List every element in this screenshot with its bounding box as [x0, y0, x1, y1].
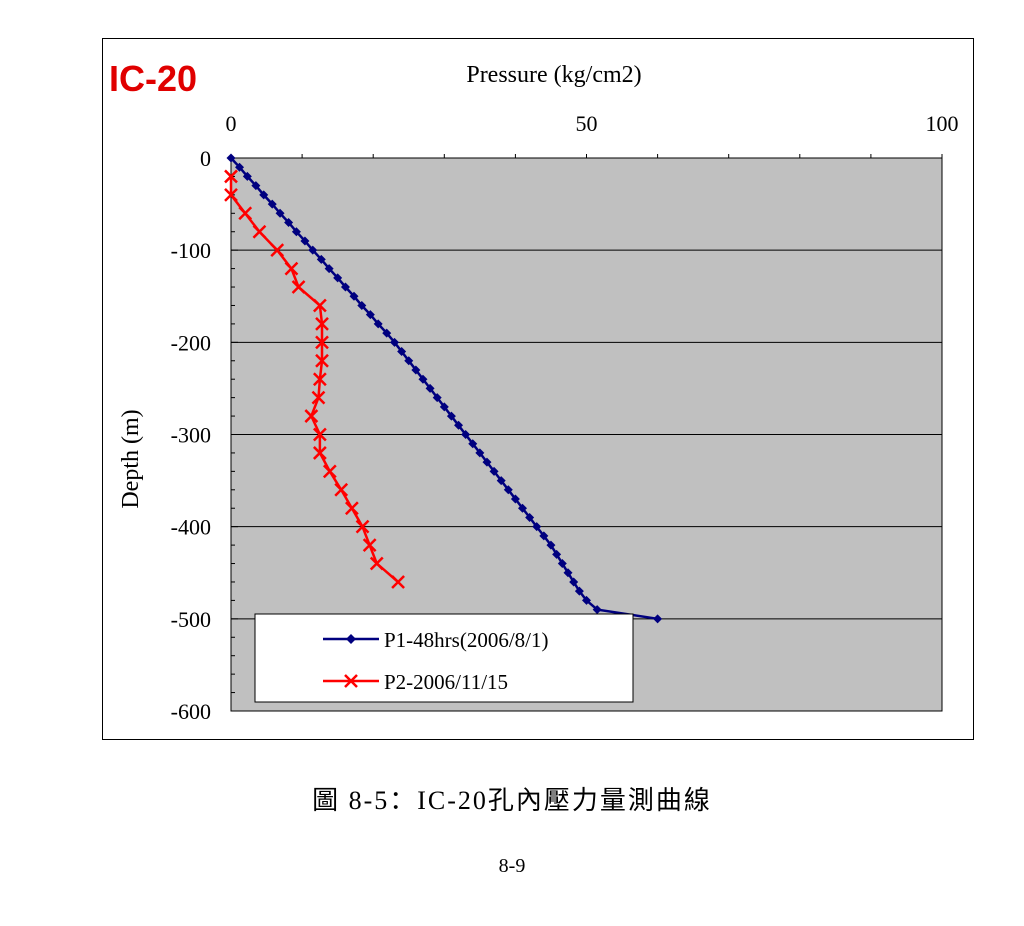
- series-1-point: [482, 457, 492, 467]
- y-tick-label: -400: [171, 515, 211, 540]
- x-tick-label: 0: [226, 111, 237, 136]
- series-1-point: [510, 494, 520, 504]
- series-2-point: [362, 538, 377, 552]
- series-1-point: [475, 448, 485, 458]
- series-1-point: [439, 402, 449, 412]
- series-1-point: [404, 356, 414, 366]
- series-2-point: [369, 556, 384, 571]
- series-1-point: [432, 393, 442, 403]
- series-1-point: [454, 420, 464, 430]
- series-1-point: [532, 522, 542, 532]
- series-2-point: [270, 243, 285, 258]
- legend: P1-48hrs(2006/8/1) P2-2006/11/15: [254, 613, 634, 703]
- series-2-point: [391, 575, 405, 589]
- series-2-point: [291, 280, 306, 294]
- series-1-point: [316, 254, 326, 264]
- series-1-point: [382, 328, 392, 338]
- series-1-point: [300, 236, 310, 246]
- series-1-point: [418, 374, 428, 384]
- series-2-point: [315, 317, 329, 331]
- series-1-point: [489, 466, 499, 476]
- series-1-point: [226, 153, 236, 163]
- series-1-point: [235, 162, 245, 172]
- series-1-point: [425, 383, 435, 393]
- series-1-point: [284, 218, 294, 228]
- series-2-point: [315, 353, 329, 368]
- y-tick-label: 0: [200, 146, 211, 171]
- series-2-point: [344, 501, 359, 516]
- series-1-point: [357, 300, 367, 310]
- series-1-point: [496, 476, 506, 486]
- series-1-point: [563, 568, 573, 578]
- legend-box: [254, 613, 634, 703]
- series-1-point: [242, 171, 252, 181]
- series-1-point: [468, 439, 478, 449]
- series-1-point: [390, 337, 400, 347]
- series-1-point: [574, 586, 584, 596]
- y-axis-label: Depth (m): [118, 409, 144, 508]
- series-1-point: [525, 512, 535, 522]
- series-1-point: [653, 614, 663, 624]
- series-1-point: [552, 549, 562, 559]
- x-tick-label: 50: [576, 111, 598, 136]
- series-1-point: [592, 605, 602, 615]
- series-2-point: [311, 390, 326, 405]
- series-1-point: [267, 199, 277, 209]
- figure-caption: 圖 8-5：IC-20孔內壓力量測曲線: [312, 786, 712, 815]
- series-1-point: [503, 485, 513, 495]
- series-1-point: [539, 531, 549, 541]
- series-1-point: [411, 365, 421, 375]
- series-1-point: [569, 577, 579, 587]
- y-tick-label: -600: [171, 699, 211, 724]
- chart-tag: IC-20: [109, 58, 197, 99]
- series-1-point: [461, 430, 471, 439]
- series-2-point: [312, 298, 327, 313]
- y-tick-label: -500: [171, 607, 211, 632]
- series-2-point: [355, 519, 370, 534]
- series-1-point: [397, 347, 407, 357]
- series-1-point: [365, 310, 375, 320]
- y-tick-label: -200: [171, 330, 211, 355]
- series-1-point: [518, 503, 528, 513]
- series-1-point: [308, 245, 318, 255]
- series-2-point: [224, 169, 238, 184]
- depth-pressure-chart: IC-20 Pressure (kg/cm2) Depth (m) 0 50 100…: [109, 58, 959, 724]
- series-1-point: [259, 190, 269, 200]
- series-2-point: [252, 224, 267, 239]
- series-1-point: [251, 181, 261, 191]
- legend-label-p1: P1-48hrs(2006/8/1): [384, 628, 549, 652]
- series-2-point: [238, 206, 253, 221]
- series-1-point: [340, 282, 350, 292]
- series-2-point: [312, 446, 327, 460]
- legend-label-p2: P2-2006/11/15: [384, 670, 508, 694]
- series-2-point: [334, 482, 349, 497]
- series-2-point: [315, 335, 329, 350]
- series-2-point: [312, 372, 327, 387]
- legend-marker-p1: [346, 634, 356, 644]
- series-2-point: [304, 409, 319, 423]
- series-1-point: [373, 319, 383, 329]
- series-1-point: [546, 540, 556, 550]
- y-tick-label: -300: [171, 423, 211, 448]
- series-1-point: [349, 291, 359, 301]
- series-1-point: [324, 264, 334, 274]
- series-1-point: [557, 559, 567, 569]
- series-2-point: [284, 261, 299, 276]
- y-tick-label: -100: [171, 238, 211, 263]
- series-2-point: [322, 464, 337, 479]
- x-axis-label: Pressure (kg/cm2): [466, 62, 641, 88]
- x-tick-label: 100: [926, 111, 959, 136]
- series-1-point: [582, 595, 591, 605]
- series-1-point: [333, 273, 343, 283]
- series-1-point: [446, 411, 456, 421]
- series-2-point: [224, 187, 238, 202]
- legend-marker-p2: [344, 674, 358, 688]
- series-2-point: [312, 427, 327, 442]
- chart-frame: IC-20 Pressure (kg/cm2) Depth (m) 0 50 100…: [102, 38, 974, 740]
- series-1-point: [291, 227, 301, 237]
- page-number: 8-9: [498, 855, 526, 877]
- series-1-point: [275, 208, 285, 218]
